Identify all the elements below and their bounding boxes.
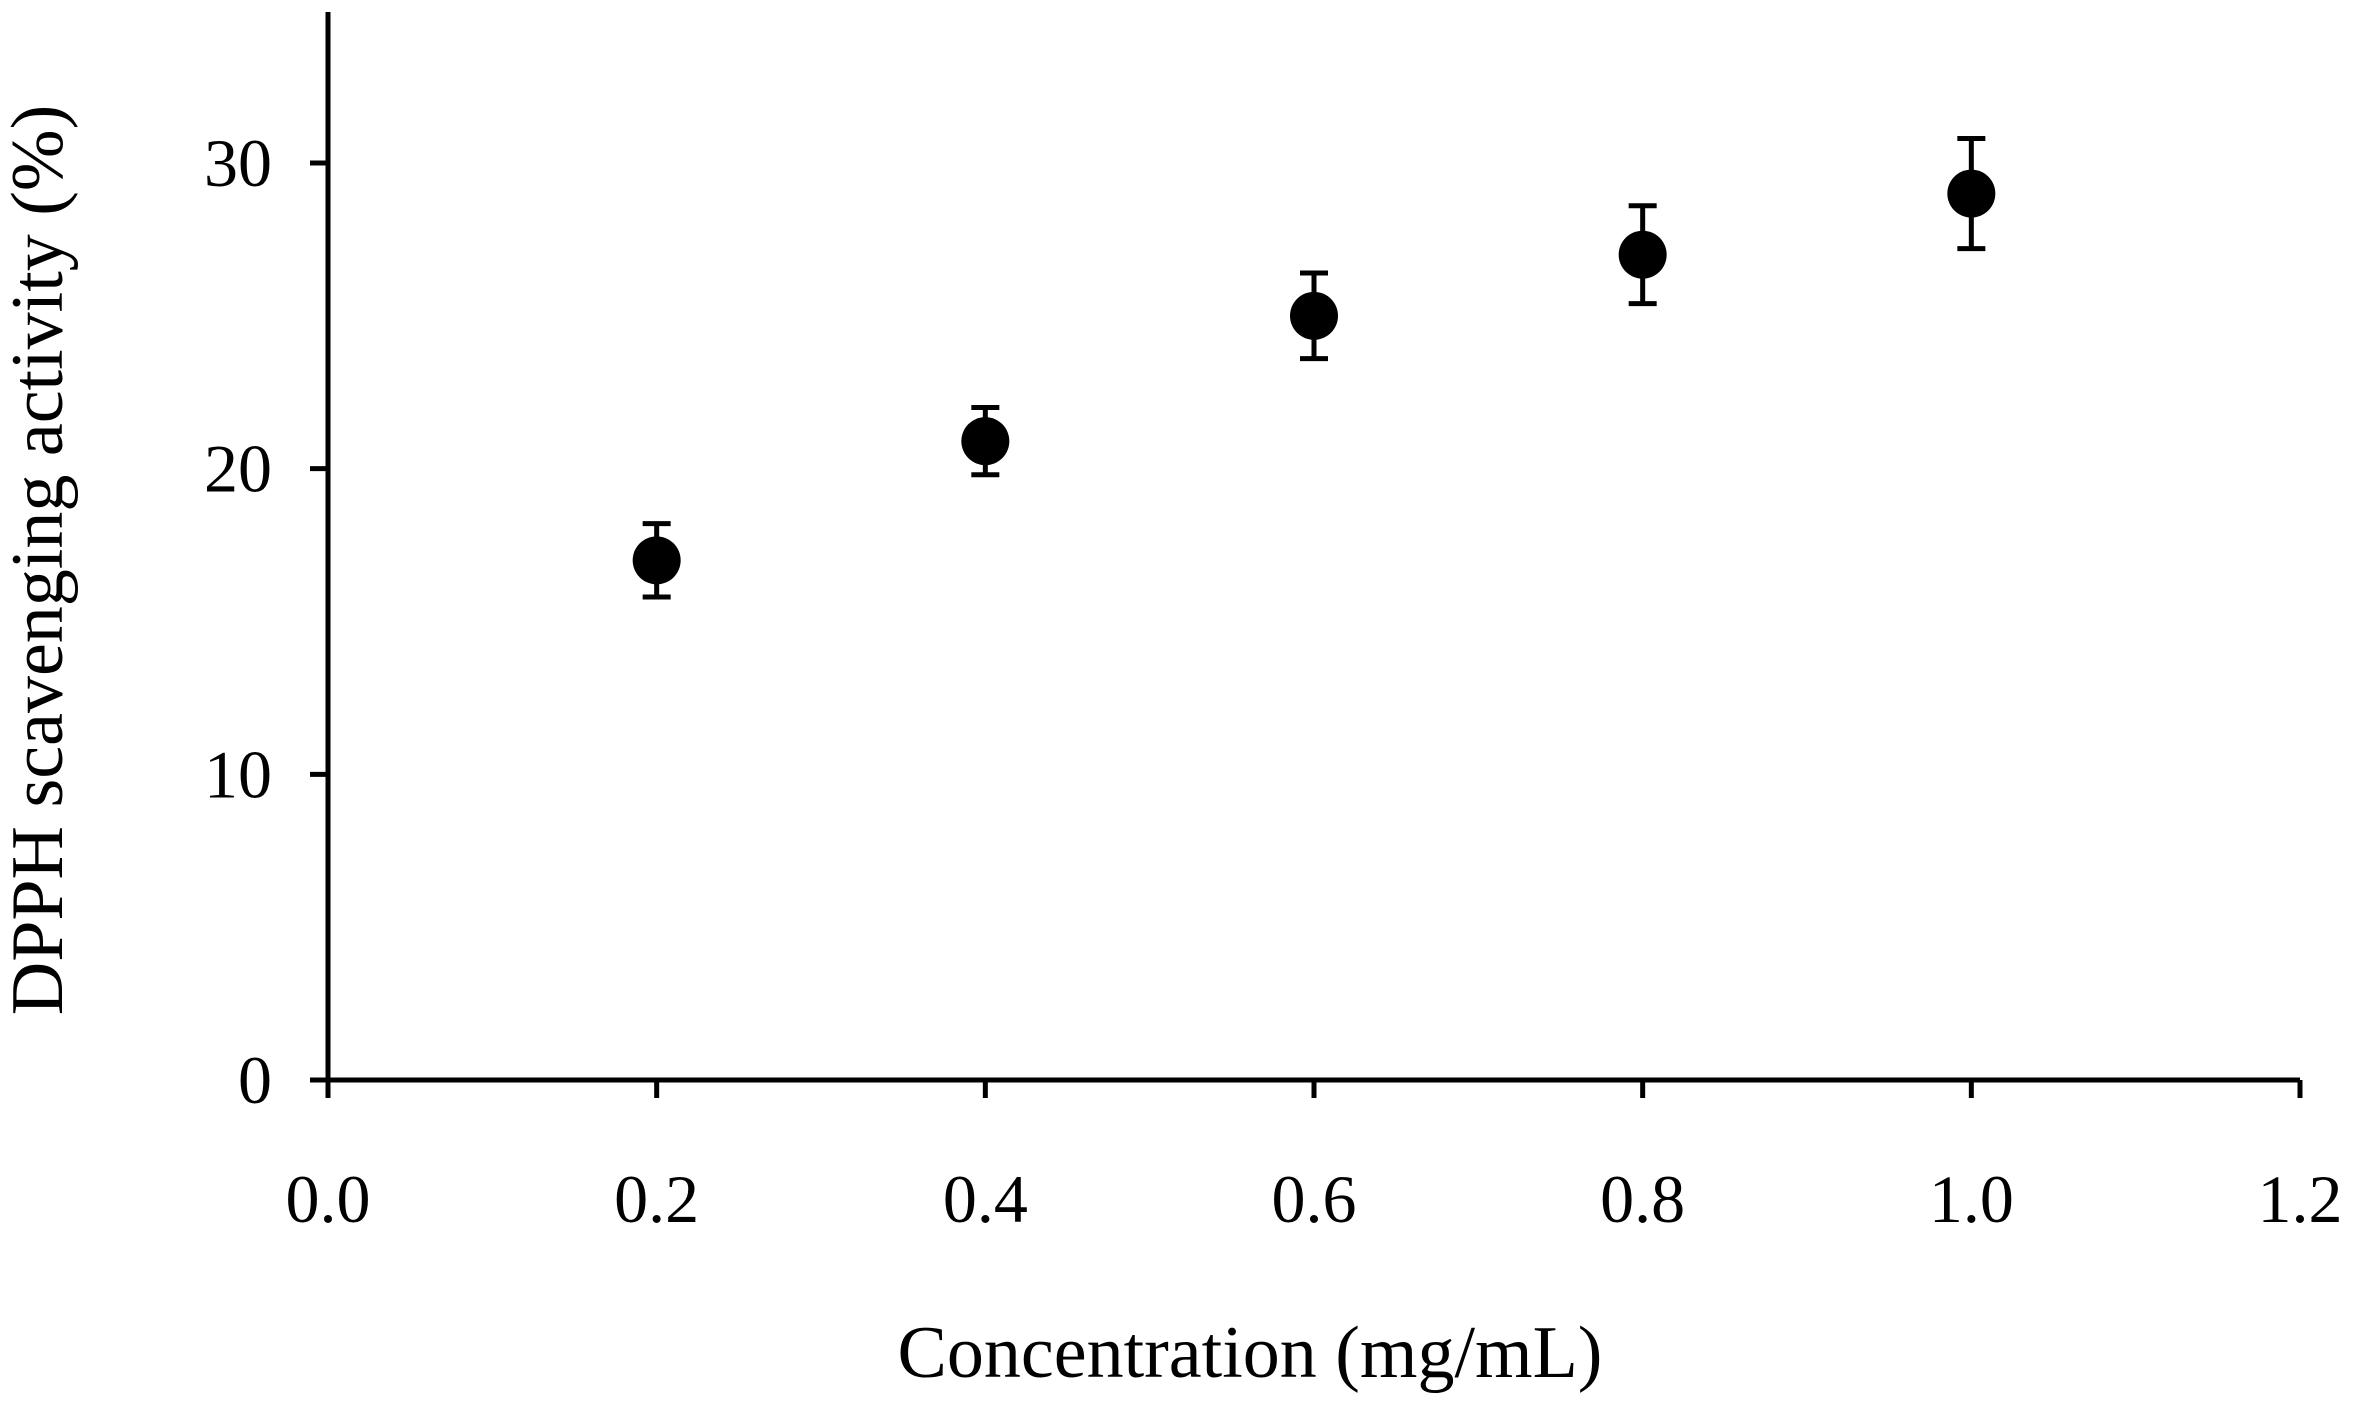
- x-tick-label: 1.0: [1929, 1161, 2014, 1237]
- data-marks: [632, 136, 1996, 600]
- x-tick-label: 0.0: [286, 1161, 371, 1237]
- data-point: [632, 536, 681, 585]
- y-tick-label: 0: [238, 1042, 272, 1118]
- data-point: [1618, 230, 1667, 279]
- data-point: [1947, 169, 1996, 218]
- x-tick-label: 0.8: [1600, 1161, 1685, 1237]
- data-point: [961, 417, 1010, 466]
- y-tick-label: 10: [204, 736, 272, 812]
- y-tick-label: 30: [204, 125, 272, 201]
- x-tick-label: 0.2: [614, 1161, 699, 1237]
- ticks: 0.0 0.2 0.4 0.6 0.8 1.0 1.2 0 10 20 30: [204, 125, 2343, 1237]
- x-axis-label: Concentration (mg/mL): [898, 1312, 1603, 1394]
- x-tick-label: 0.6: [1272, 1161, 1357, 1237]
- x-tick-label: 0.4: [943, 1161, 1028, 1237]
- data-point: [1290, 291, 1338, 340]
- y-tick-label: 20: [204, 431, 272, 507]
- x-tick-label: 1.2: [2258, 1161, 2343, 1237]
- y-axis-label: DPPH scavenging activity (%): [0, 105, 79, 1015]
- axes: [325, 12, 2300, 1083]
